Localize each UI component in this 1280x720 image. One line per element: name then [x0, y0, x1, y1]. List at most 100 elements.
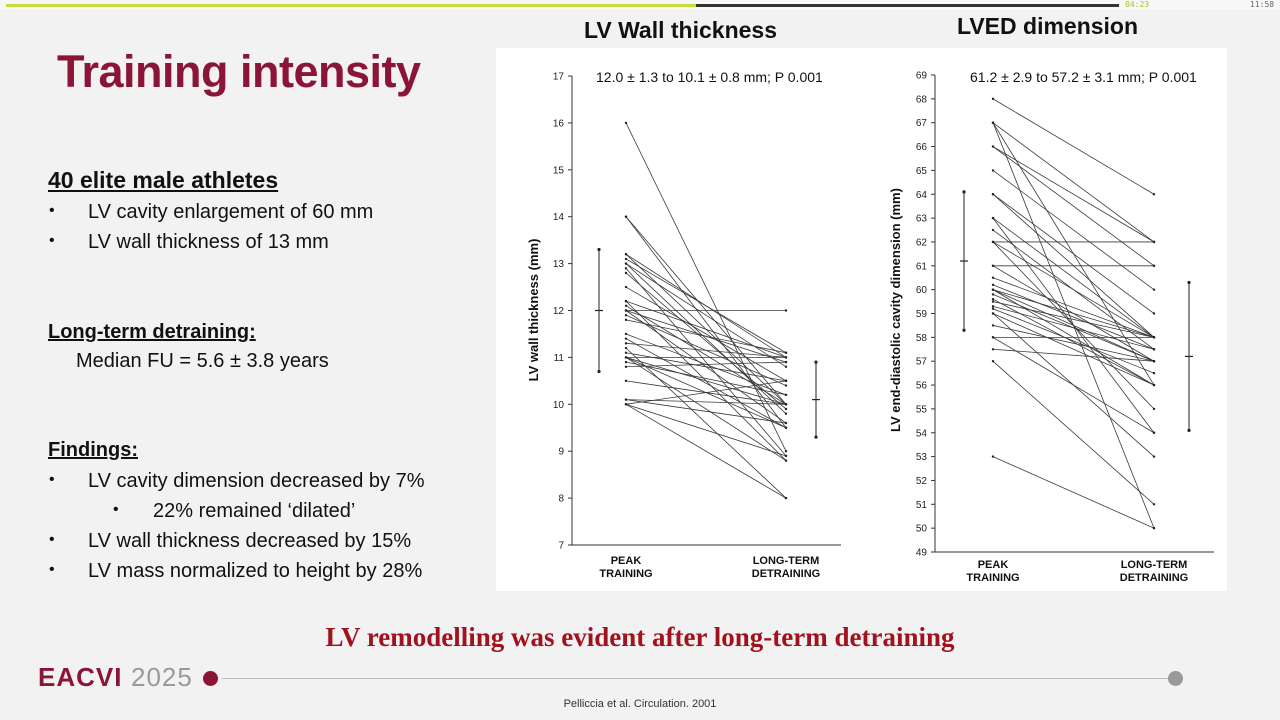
peak-point — [624, 285, 628, 289]
x-category-label: TRAINING — [599, 568, 652, 580]
x-category-label: PEAK — [611, 555, 642, 567]
x-category-label: DETRAINING — [1120, 572, 1188, 584]
elapsed-time: 04:23 — [1125, 0, 1150, 9]
athlete-line — [992, 301, 1155, 338]
detraining-point — [784, 379, 788, 383]
athlete-line — [992, 193, 1155, 314]
sd-cap — [962, 328, 966, 332]
sd-cap — [814, 360, 818, 364]
detraining-point — [784, 426, 788, 429]
y-tick-label: 69 — [916, 71, 928, 82]
detraining-point — [1152, 371, 1156, 375]
detraining-point — [784, 407, 788, 411]
detraining-point — [784, 496, 788, 500]
logo-dot — [203, 671, 218, 686]
progress-fill — [6, 4, 697, 7]
detraining-point — [1152, 407, 1156, 411]
athlete-line — [992, 360, 1155, 505]
peak-point — [624, 332, 628, 336]
athlete-line — [992, 305, 1155, 350]
bullet-dot: • — [113, 501, 119, 518]
progress-track[interactable] — [6, 4, 1119, 7]
peak-point — [624, 257, 628, 261]
y-tick-label: 7 — [558, 541, 564, 552]
sd-cap — [814, 435, 818, 439]
peak-point — [624, 337, 628, 340]
athlete-line — [992, 289, 1155, 362]
player-bar: 04:23 11:58 — [0, 0, 1280, 9]
peak-point — [624, 360, 628, 364]
athlete-line — [625, 347, 787, 499]
footer-divider — [222, 678, 1168, 679]
peak-point — [624, 121, 628, 125]
detraining-point — [1152, 264, 1156, 267]
athlete-line — [625, 338, 787, 429]
athlete-line — [992, 298, 1155, 386]
athlete-line — [992, 241, 1155, 338]
athlete-line — [625, 258, 787, 354]
y-tick-label: 60 — [916, 285, 928, 296]
athlete-line — [992, 146, 1155, 243]
detraining-point — [784, 309, 788, 312]
athlete-line — [625, 342, 787, 358]
bullet-dot: • — [49, 202, 55, 219]
peak-point — [624, 379, 628, 383]
peak-point — [624, 403, 628, 406]
peak-point — [991, 97, 995, 101]
x-category-label: TRAINING — [966, 572, 1019, 584]
bullet-dot: • — [49, 531, 55, 548]
sd-cap — [597, 247, 601, 252]
peak-point — [624, 304, 628, 308]
athlete-line — [625, 380, 787, 405]
slide-title: Training intensity — [57, 46, 421, 97]
athlete-line — [992, 308, 1155, 374]
athletes-heading: 40 elite male athletes — [48, 167, 279, 193]
athlete-line — [625, 263, 787, 414]
y-tick-label: 53 — [916, 452, 928, 463]
athlete-line — [625, 361, 787, 396]
peak-point — [624, 267, 628, 270]
y-tick-label: 13 — [553, 259, 565, 270]
sd-cap — [962, 190, 966, 194]
athlete-line — [625, 403, 787, 457]
detraining-point — [784, 421, 788, 425]
athlete-line — [625, 286, 787, 382]
peak-point — [624, 318, 628, 322]
y-tick-label: 64 — [916, 190, 928, 201]
peak-point — [991, 276, 995, 279]
detraining-point — [784, 360, 788, 364]
athlete-line — [992, 348, 1155, 362]
athlete-line — [992, 313, 1155, 386]
peak-point — [991, 283, 995, 287]
peak-point — [991, 324, 995, 327]
athlete-line — [992, 170, 1155, 290]
y-tick-label: 49 — [916, 548, 928, 559]
lved-chart-title: LVED dimension — [957, 13, 1139, 39]
detraining-point — [784, 365, 788, 368]
findings-heading: Findings: — [48, 439, 138, 461]
bullet-dot: • — [49, 561, 55, 578]
y-tick-label: 9 — [558, 447, 564, 458]
peak-point — [991, 145, 995, 148]
detraining-point — [1152, 336, 1156, 339]
athlete-line — [992, 325, 1155, 362]
athlete-line — [992, 98, 1155, 195]
y-tick-label: 62 — [916, 237, 928, 248]
y-axis-label: LV end-diastolic cavity dimension (mm) — [888, 188, 903, 432]
peak-point — [991, 336, 995, 339]
charts-svg: 7 8 9 10 11 12 13 14 15 16 17 LV wall thickness (mm… — [526, 69, 1214, 584]
y-tick-label: 52 — [916, 476, 928, 487]
stats-annotation: 12.0 ± 1.3 to 10.1 ± 0.8 mm; P 0.001 — [596, 69, 823, 85]
athlete-line — [992, 337, 1155, 434]
detraining-point — [1152, 193, 1156, 196]
peak-point — [624, 215, 628, 218]
athlete-line — [992, 277, 1155, 338]
detraining-point — [784, 351, 788, 354]
detraining-heading: Long-term detraining: — [48, 321, 256, 343]
finding-bullet: LV mass normalized to height by 28% — [88, 560, 423, 582]
y-tick-label: 65 — [916, 166, 928, 177]
y-axis-label: LV wall thickness (mm) — [526, 239, 541, 382]
bullet-dot: • — [49, 471, 55, 488]
bullet-dot: • — [49, 232, 55, 249]
detraining-point — [1152, 360, 1156, 363]
